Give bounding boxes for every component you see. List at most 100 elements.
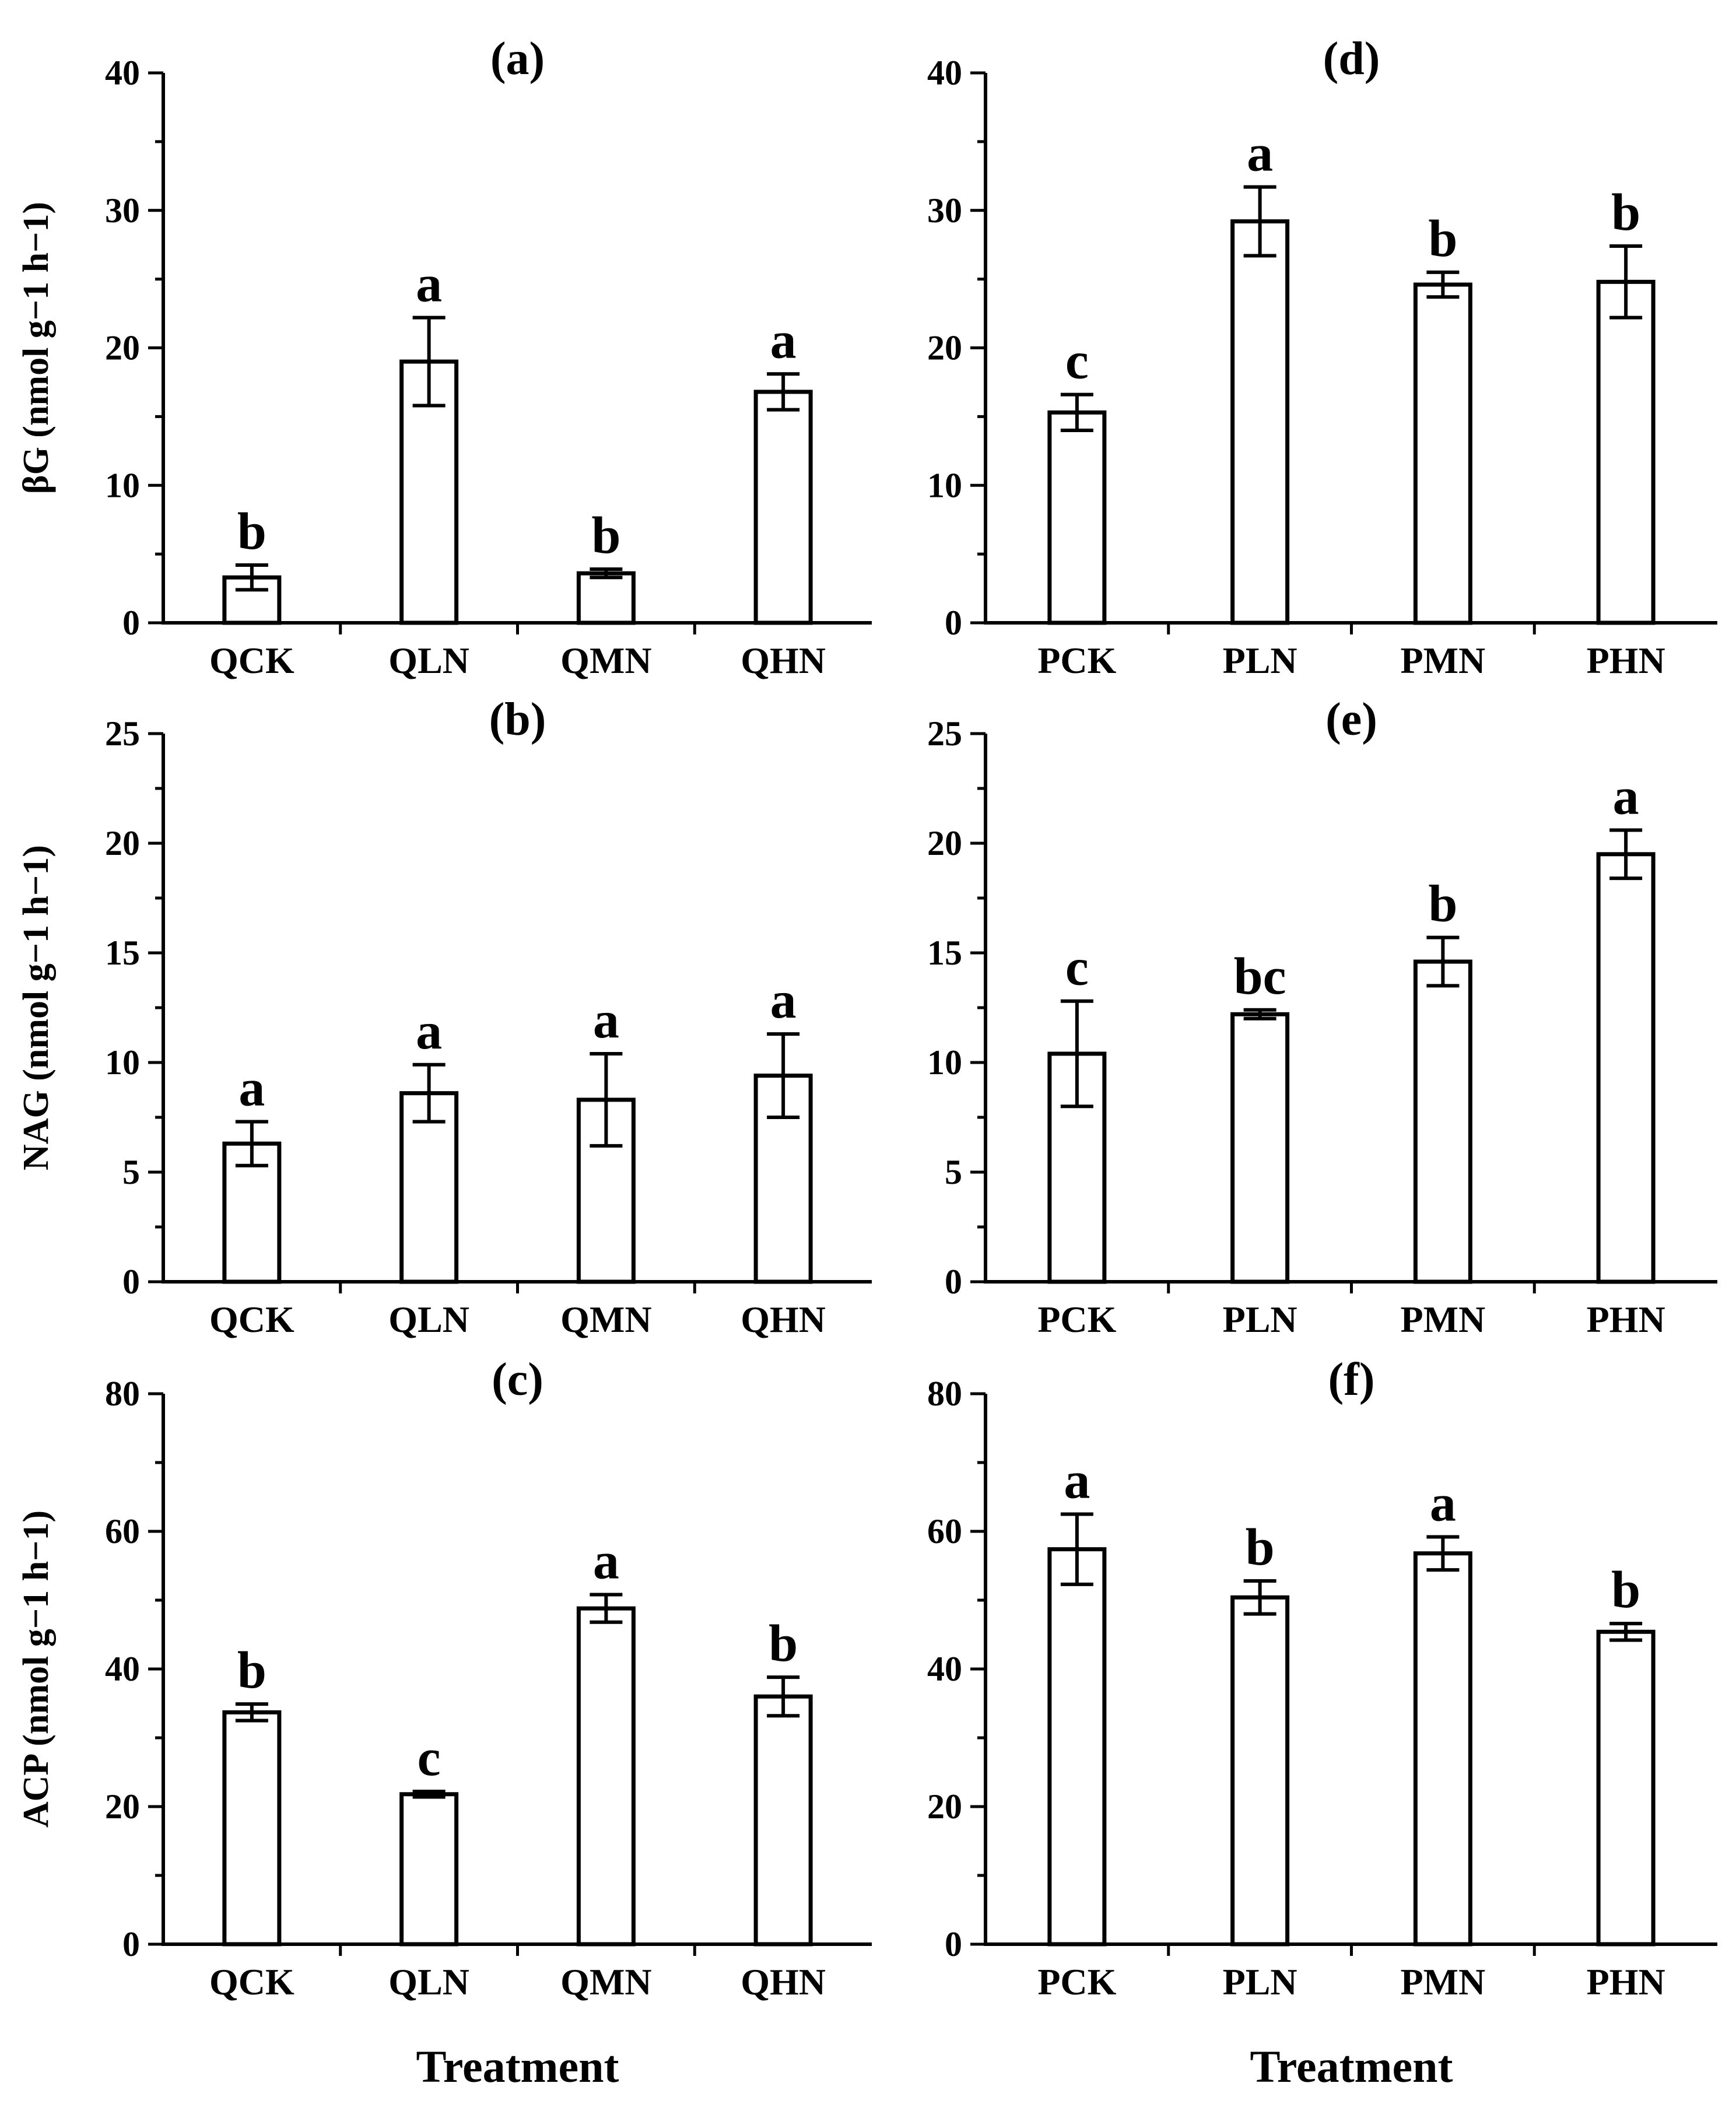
panel-3-y-tick-label: 30: [927, 191, 962, 230]
panel-0-significance-letter: a: [416, 255, 442, 313]
panel-5-bar-PHN: [1596, 1629, 1656, 1947]
panel-4-category-label: PMN: [1401, 1299, 1486, 1340]
panel-3-category-label: PLN: [1223, 640, 1297, 681]
panel-5-y-tick-label: 60: [927, 1512, 962, 1551]
panel-5-category-label: PHN: [1587, 1961, 1665, 2003]
panel-1-category-label: QHN: [741, 1299, 826, 1340]
panel-3-significance-letter: a: [1247, 125, 1273, 183]
panel-3-y-tick-label: 0: [945, 604, 962, 642]
panel-5-y-tick-label: 20: [927, 1787, 962, 1826]
panel-1-significance-letter: a: [416, 1002, 442, 1060]
panel-3-significance-letter: b: [1611, 184, 1640, 241]
panel-3-category-label: PCK: [1037, 640, 1116, 681]
panel-1-category-label: QLN: [388, 1299, 469, 1340]
panel-1-category-label: QMN: [560, 1299, 651, 1340]
panel-3-significance-letter: c: [1065, 332, 1089, 390]
panel-5-bar-PCK: [1047, 1547, 1107, 1947]
panel-4-significance-letter: a: [1613, 767, 1639, 825]
panel-1-significance-letter: a: [239, 1060, 265, 1117]
panel-4-y-tick-label: 0: [945, 1263, 962, 1301]
panel-4-category-label: PHN: [1587, 1299, 1665, 1340]
panel-2-category-label: QMN: [560, 1961, 651, 2003]
panel-3-significance-letter: b: [1428, 210, 1457, 268]
panel-2-panel-label: (c): [492, 1354, 543, 1405]
panel-2-bar-QMN: [576, 1606, 636, 1947]
panel-5-y-tick-label: 80: [927, 1374, 962, 1413]
panel-0-significance-letter: b: [591, 507, 620, 564]
panel-1-significance-letter: a: [593, 991, 619, 1049]
panel-0-significance-letter: a: [770, 311, 797, 369]
panel-4-category-label: PLN: [1223, 1299, 1297, 1340]
panel-4-panel-label: (e): [1325, 694, 1377, 745]
panel-5-bar-PMN: [1413, 1551, 1472, 1947]
panel-5-significance-letter: a: [1064, 1452, 1090, 1510]
panel-3-bar-PMN: [1413, 282, 1472, 625]
panel-2-bar-QHN: [753, 1694, 813, 1947]
panel-2-bar-QCK: [222, 1710, 282, 1947]
panel-4-y-tick-label: 25: [927, 714, 962, 753]
panel-4-y-tick-label: 15: [927, 934, 962, 972]
panel-4-significance-letter: b: [1428, 875, 1457, 933]
panel-1-panel-label: (b): [489, 694, 546, 745]
panel-5-x-axis-title: Treatment: [1250, 2041, 1453, 2092]
panel-1-significance-letter: a: [770, 972, 797, 1029]
panel-5-significance-letter: b: [1246, 1519, 1275, 1576]
panel-3-y-tick-label: 40: [927, 54, 962, 92]
panel-1-y-tick-label: 0: [122, 1263, 140, 1301]
panel-0-bar-QLN: [399, 359, 459, 625]
panel-5-category-label: PCK: [1037, 1961, 1116, 2003]
panel-0-panel-label: (a): [490, 33, 545, 85]
panel-0-bar-QCK: [222, 575, 282, 625]
panel-0-y-tick-label: 0: [122, 604, 140, 642]
panel-3-category-label: PHN: [1587, 640, 1665, 681]
panel-3-panel-label: (d): [1323, 33, 1380, 85]
panel-4-category-label: PCK: [1037, 1299, 1116, 1340]
panel-5-category-label: PMN: [1401, 1961, 1486, 2003]
panel-1-y-tick-label: 5: [122, 1153, 140, 1191]
panel-3-category-label: PMN: [1401, 640, 1486, 681]
panel-4-bar-PLN: [1230, 1012, 1290, 1284]
panel-5-bar-PLN: [1230, 1595, 1290, 1947]
panel-4-y-tick-label: 20: [927, 824, 962, 862]
panel-5-panel-label: (f): [1328, 1354, 1375, 1405]
panel-1-bar-QLN: [399, 1091, 459, 1284]
panel-1-y-tick-label: 15: [105, 934, 140, 972]
panel-1-y-tick-label: 20: [105, 824, 140, 862]
panel-5-significance-letter: b: [1611, 1561, 1640, 1619]
panel-3-y-tick-label: 10: [927, 466, 962, 504]
panel-0-category-label: QLN: [388, 640, 469, 681]
panel-3-bar-PCK: [1047, 410, 1107, 625]
panel-0-category-label: QMN: [560, 640, 651, 681]
panel-2-x-axis-title: Treatment: [416, 2041, 619, 2092]
panel-1-y-axis-title: NAG (nmol g−1 h−1): [16, 845, 56, 1170]
panel-5-y-tick-label: 0: [945, 1925, 962, 1963]
panel-2-significance-letter: b: [769, 1615, 798, 1672]
panel-0-significance-letter: b: [237, 503, 266, 560]
panel-2-significance-letter: c: [418, 1729, 441, 1787]
panel-4-y-tick-label: 5: [945, 1153, 962, 1191]
panel-2-y-tick-label: 60: [105, 1512, 140, 1551]
panel-2-y-tick-label: 20: [105, 1787, 140, 1826]
panel-2-category-label: QHN: [741, 1961, 826, 2003]
panel-2-significance-letter: a: [593, 1533, 619, 1590]
panel-3-y-tick-label: 20: [927, 329, 962, 367]
panel-4-bar-PHN: [1596, 852, 1656, 1284]
panel-0-bar-QMN: [576, 571, 636, 625]
panel-2-y-tick-label: 40: [105, 1650, 140, 1688]
panel-1-y-tick-label: 25: [105, 714, 140, 753]
panel-0-category-label: QCK: [209, 640, 294, 681]
panel-5-significance-letter: a: [1430, 1474, 1456, 1532]
panel-5-category-label: PLN: [1223, 1961, 1297, 2003]
panel-1-y-tick-label: 10: [105, 1043, 140, 1082]
panel-2-y-axis-title: ACP (nmol g−1 h−1): [16, 1510, 56, 1828]
panel-1-category-label: QCK: [209, 1299, 294, 1340]
panel-2-y-tick-label: 0: [122, 1925, 140, 1963]
panel-0-y-tick-label: 40: [105, 54, 140, 92]
panel-0-category-label: QHN: [741, 640, 826, 681]
panel-2-bar-QLN: [399, 1792, 459, 1947]
panel-2-category-label: QLN: [388, 1961, 469, 2003]
panel-0-y-tick-label: 10: [105, 466, 140, 504]
panel-4-significance-letter: bc: [1234, 948, 1286, 1005]
panel-3-bar-PLN: [1230, 219, 1290, 625]
